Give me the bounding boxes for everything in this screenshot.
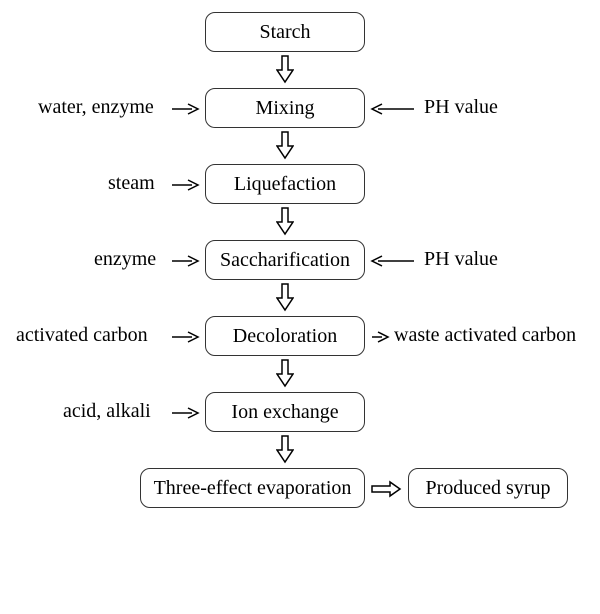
node-mixing: Mixing bbox=[205, 88, 365, 128]
label-act_carbon: activated carbon bbox=[16, 324, 148, 347]
node-starch: Starch bbox=[205, 12, 365, 52]
label-waste_carbon: waste activated carbon bbox=[394, 324, 576, 347]
label-ph1: PH value bbox=[424, 96, 498, 119]
label-ph2: PH value bbox=[424, 248, 498, 271]
label-enzyme: enzyme bbox=[94, 248, 156, 271]
arrow-down-0 bbox=[276, 54, 294, 80]
arrow-down-5 bbox=[276, 434, 294, 460]
node-ionex: Ion exchange bbox=[205, 392, 365, 432]
arrow-out_decol_right bbox=[370, 328, 390, 346]
arrow-into_liquef_left bbox=[170, 176, 200, 194]
arrow-down-2 bbox=[276, 206, 294, 232]
arrow-evap_to_syrup bbox=[370, 480, 402, 498]
node-sacch: Saccharification bbox=[205, 240, 365, 280]
arrow-down-4 bbox=[276, 358, 294, 384]
arrow-into_mixing_left bbox=[170, 100, 200, 118]
arrow-into_ionex_left bbox=[170, 404, 200, 422]
node-syrup: Produced syrup bbox=[408, 468, 568, 508]
arrow-down-1 bbox=[276, 130, 294, 156]
node-evap: Three-effect evaporation bbox=[140, 468, 365, 508]
arrow-into_mixing_right bbox=[370, 100, 416, 118]
node-decol: Decoloration bbox=[205, 316, 365, 356]
node-liquef: Liquefaction bbox=[205, 164, 365, 204]
label-water_enzyme: water, enzyme bbox=[38, 96, 154, 119]
arrow-down-3 bbox=[276, 282, 294, 308]
label-steam: steam bbox=[108, 172, 155, 195]
arrow-into_sacch_left bbox=[170, 252, 200, 270]
flowchart-canvas: Starch Mixing Liquefaction Saccharification… bbox=[0, 0, 600, 614]
arrow-into_sacch_right bbox=[370, 252, 416, 270]
label-acid_alkali: acid, alkali bbox=[63, 400, 151, 423]
arrow-into_decol_left bbox=[170, 328, 200, 346]
